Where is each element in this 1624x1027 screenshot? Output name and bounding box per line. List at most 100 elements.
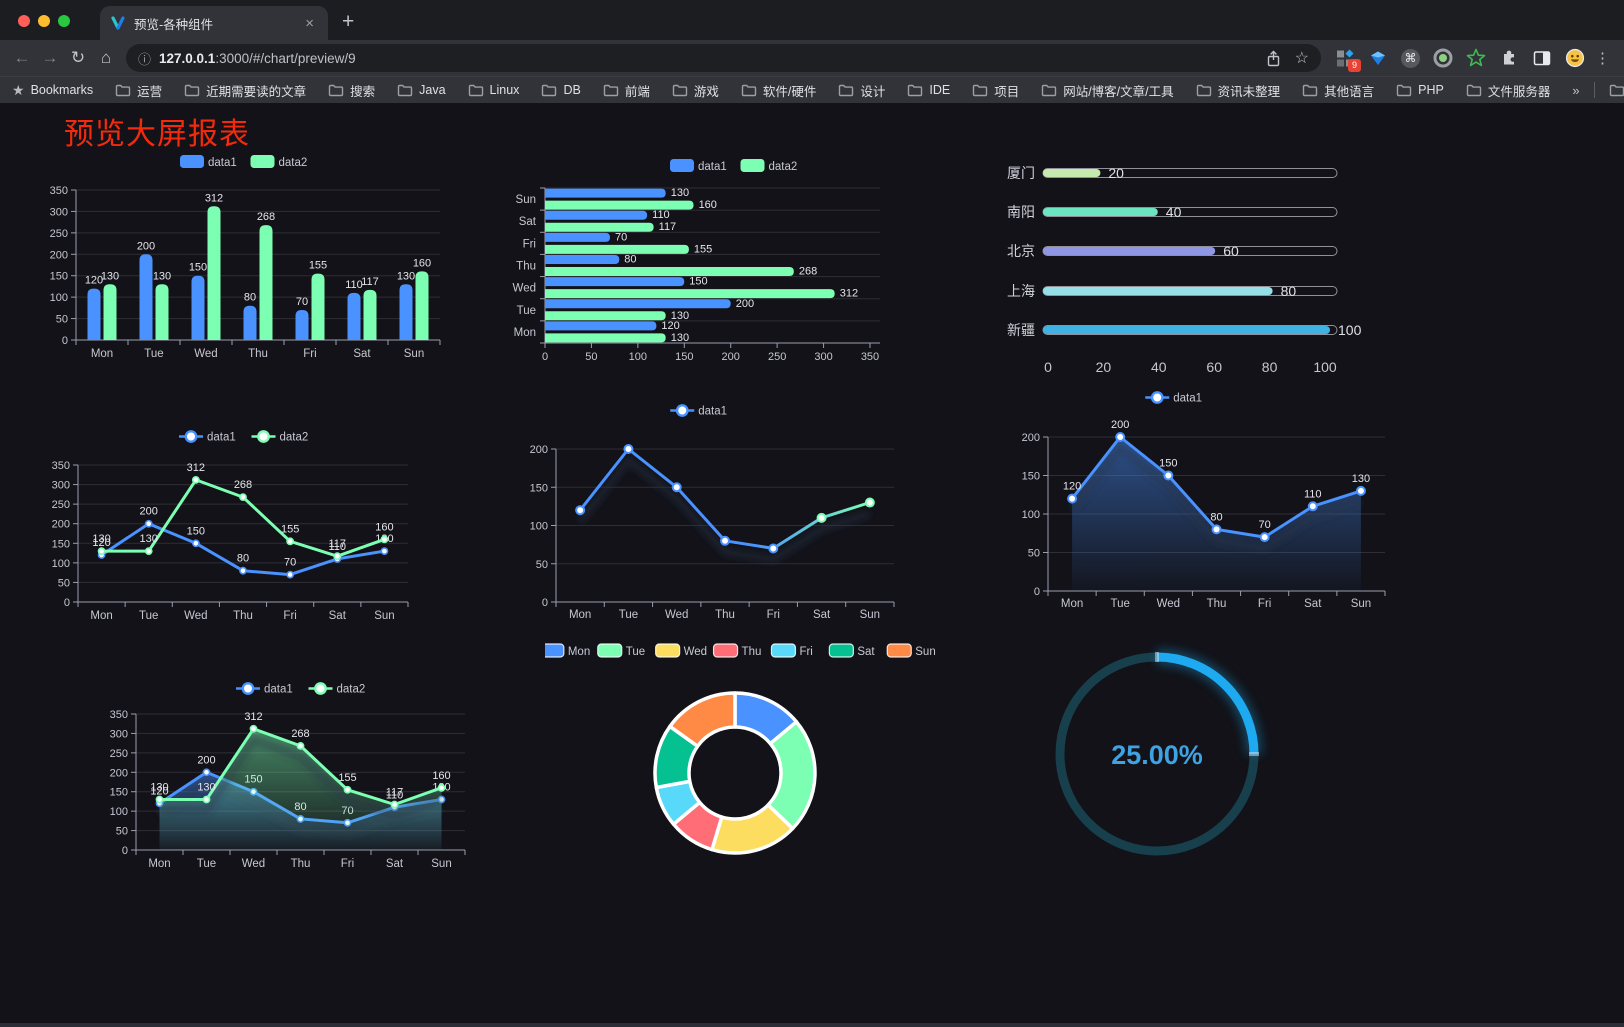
svg-text:Tue: Tue [619, 609, 638, 621]
svg-text:150: 150 [530, 482, 548, 494]
green-star-extension-icon[interactable] [1466, 48, 1486, 68]
bookmark-folder[interactable]: DB [541, 83, 581, 97]
bookmark-folder[interactable]: 网站/博客/文章/工具 [1041, 81, 1174, 100]
bookmark-folder[interactable]: Java [397, 83, 446, 97]
new-tab-button[interactable]: + [342, 10, 355, 33]
bookmarks-root[interactable]: ★ Bookmarks [12, 82, 93, 99]
legend[interactable]: data1 data2 [236, 682, 365, 696]
gem-extension-icon[interactable] [1368, 48, 1388, 68]
svg-text:50: 50 [585, 351, 597, 363]
svg-text:Thu: Thu [516, 261, 536, 273]
sidebar-icon[interactable] [1532, 48, 1552, 68]
bookmark-folder[interactable]: 搜索 [328, 81, 375, 100]
browser-menu-icon[interactable]: ⋮ [1595, 50, 1610, 67]
svg-text:80: 80 [244, 292, 256, 304]
legend[interactable]: Mon Tue Wed Thu Fri Sat Sun [539, 643, 936, 658]
svg-text:0: 0 [122, 845, 128, 857]
tab-close-icon[interactable]: × [305, 14, 314, 32]
bookmark-folder[interactable]: 前端 [603, 81, 650, 100]
address-bar[interactable]: ⓘ 127.0.0.1 :3000/#/chart/preview/9 ☆ [126, 44, 1321, 72]
bookmark-folder[interactable]: 设计 [838, 81, 885, 100]
back-icon[interactable]: ← [13, 48, 31, 67]
svg-text:300: 300 [52, 480, 70, 492]
grid-extension-icon[interactable]: 9 [1335, 48, 1361, 72]
maximize-window-button[interactable] [58, 15, 70, 27]
bookmark-folder[interactable]: 软件/硬件 [741, 81, 816, 100]
bookmark-folder-label: 运营 [137, 84, 163, 99]
bookmark-folder-label: 项目 [994, 84, 1020, 99]
bookmark-folder[interactable]: 资讯未整理 [1196, 81, 1280, 100]
record-extension-icon[interactable] [1433, 48, 1453, 68]
progress-bar-chart-canvas[interactable]: 厦门 20 南阳 40 北京 60 上海 80 新疆 100 0 20 40 60 80 100 [985, 150, 1405, 390]
svg-text:200: 200 [722, 351, 740, 363]
svg-text:Sun: Sun [374, 610, 394, 622]
legend[interactable]: data1 data2 [670, 159, 797, 173]
legend[interactable]: data1 data2 [180, 155, 307, 169]
svg-text:Sun: Sun [1351, 598, 1371, 610]
svg-text:268: 268 [257, 211, 275, 223]
svg-text:Sat: Sat [857, 646, 875, 658]
forward-icon[interactable]: → [41, 48, 59, 67]
avatar-emoji-glyph [1565, 48, 1585, 68]
svg-text:300: 300 [110, 728, 128, 740]
svg-text:150: 150 [675, 351, 693, 363]
bookmark-folder[interactable]: 项目 [972, 81, 1019, 100]
svg-text:70: 70 [296, 296, 308, 308]
series-data1: 120 200 150 80 70 110 130 [85, 240, 415, 340]
command-extension-icon[interactable]: ⌘ [1401, 48, 1420, 68]
bookmark-star-icon[interactable]: ☆ [1294, 50, 1309, 67]
bookmark-folder-label: 设计 [860, 84, 886, 99]
svg-text:110: 110 [1304, 488, 1322, 500]
svg-text:110: 110 [652, 209, 670, 221]
svg-text:Tue: Tue [1111, 598, 1130, 610]
active-tab[interactable]: 预览-各种组件 × [100, 6, 328, 40]
svg-text:155: 155 [694, 243, 712, 255]
legend[interactable]: data1 [1145, 391, 1202, 405]
folder-icon [1042, 84, 1057, 97]
bookmark-folder[interactable]: 游戏 [672, 81, 719, 100]
bookmark-folder[interactable]: 文件服务器 [1466, 81, 1550, 100]
bookmark-folder[interactable]: PHP [1396, 83, 1444, 97]
series-data2: 130 130 312 268 155 117 160 [92, 462, 394, 561]
gradient-line-chart-canvas[interactable]: 0 50 100 150 200 Mon Tue Wed Thu Fri Sat Sun data1 [505, 392, 925, 627]
gauge-chart-canvas[interactable]: 25.00% [1040, 640, 1275, 875]
gauge-progress-arc [1156, 652, 1259, 755]
svg-text:60: 60 [1223, 243, 1239, 259]
extensions-puzzle-icon[interactable] [1499, 48, 1519, 68]
grouped-bar-chart-canvas[interactable]: 0 50 100 150 200 250 300 350 Mon Tue Wed Thu Fri Sat S… [40, 145, 480, 375]
svg-text:150: 150 [187, 525, 205, 537]
svg-text:Sat: Sat [386, 858, 404, 870]
bookmark-folder[interactable]: 近期需要读的文章 [184, 81, 306, 100]
svg-text:100: 100 [629, 351, 647, 363]
svg-text:25.00%: 25.00% [1111, 740, 1203, 770]
folder-icon [1302, 84, 1318, 97]
series-data1 [575, 444, 875, 563]
folder-icon [397, 84, 413, 97]
svg-text:data1: data1 [698, 161, 727, 173]
horizontal-bar-chart-canvas[interactable]: 0 50 100 150 200 250 300 350Mon120130Tue200130W… [500, 148, 920, 368]
donut-chart-canvas[interactable]: Mon Tue Wed Thu Fri Sat Sun [539, 633, 945, 878]
bookmark-folder[interactable]: Linux [468, 83, 519, 97]
line-area-chart-canvas[interactable]: 0 50 100 150 200 250 300 350 Mon Tue Wed Thu Fri Sat S… [100, 667, 530, 891]
folder-icon [972, 84, 988, 97]
profile-avatar[interactable] [1565, 48, 1585, 68]
bookmarks-overflow-chevron[interactable]: » [1572, 82, 1580, 98]
site-info-icon[interactable]: ⓘ [138, 51, 152, 67]
minimize-window-button[interactable] [38, 15, 50, 27]
legend[interactable]: data1 [670, 404, 727, 418]
svg-text:Sun: Sun [915, 646, 935, 658]
multi-line-chart-canvas[interactable]: 0 50 100 150 200 250 300 350 Mon Tue Wed Thu Fri Sat S… [40, 417, 470, 639]
reload-icon[interactable]: ↻ [70, 48, 86, 67]
green-star-glyph [1466, 48, 1486, 67]
svg-text:data2: data2 [280, 432, 309, 444]
bookmark-folder[interactable]: IDE [907, 83, 950, 97]
bookmark-folder[interactable]: 运营 [115, 81, 162, 100]
close-window-button[interactable] [18, 15, 30, 27]
other-bookmarks-folder[interactable]: 其他书签 [1609, 81, 1624, 100]
home-icon[interactable]: ⌂ [100, 48, 112, 67]
bookmark-folder[interactable]: 其他语言 [1302, 81, 1374, 100]
legend[interactable]: data1 data2 [179, 430, 309, 444]
share-icon[interactable] [1266, 50, 1281, 67]
folder-icon [328, 84, 344, 97]
